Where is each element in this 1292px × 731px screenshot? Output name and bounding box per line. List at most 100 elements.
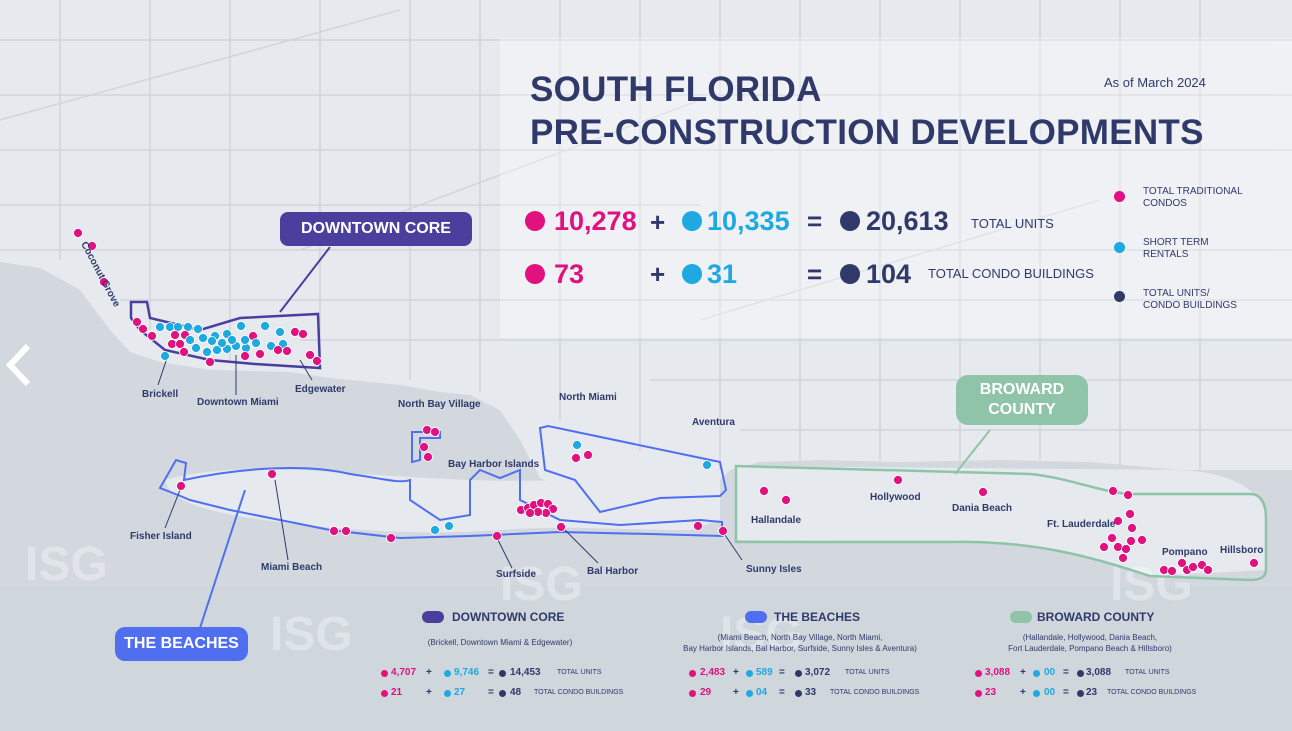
condo-marker <box>267 469 277 479</box>
condo-marker <box>1123 490 1133 500</box>
condo-marker <box>341 526 351 536</box>
condo-marker <box>492 531 502 541</box>
condo-dot-icon <box>689 690 696 697</box>
condo-marker <box>1099 542 1109 552</box>
broward-buildings-total: 23 <box>1086 687 1098 698</box>
place-pompano: Pompano <box>1162 547 1208 558</box>
condo-marker <box>583 450 593 460</box>
rental-marker <box>572 440 582 450</box>
condo-marker <box>1127 523 1137 533</box>
svg-text:ISG: ISG <box>500 558 583 611</box>
total-units-rentals: 10,335 <box>707 206 790 236</box>
beaches-units-label: TOTAL UNITS <box>845 669 890 676</box>
svg-text:ISG: ISG <box>25 538 108 591</box>
condo-marker <box>430 427 440 437</box>
rental-marker <box>430 525 440 535</box>
condo-marker <box>1107 533 1117 543</box>
rental-dot-icon <box>746 670 753 677</box>
downtown-summary-subtitle: (Brickell, Downtown Miami & Edgewater) <box>427 638 573 647</box>
rental-dot-icon <box>444 670 451 677</box>
rental-marker <box>155 322 165 332</box>
condo-marker <box>533 507 543 517</box>
downtown-units-condos: 4,707 <box>391 667 417 678</box>
condo-marker <box>205 357 215 367</box>
rental-dot-icon <box>746 690 753 697</box>
total-dot-icon <box>1077 690 1084 697</box>
broward-county-badge: BROWARD COUNTY <box>956 375 1088 425</box>
equals-sign: = <box>807 206 823 236</box>
beaches-subtitle-line2: Bay Harbor Islands, Bal Harbor, Surfside… <box>683 644 917 653</box>
condo-marker <box>1188 562 1198 572</box>
place-hallandale: Hallandale <box>751 515 802 526</box>
condo-marker <box>978 487 988 497</box>
condo-marker <box>147 331 157 341</box>
beaches-summary-subtitle: (Miami Beach, North Bay Village, North M… <box>660 632 940 654</box>
plus-sign: + <box>1020 667 1026 678</box>
legend-total-icon <box>1114 291 1125 302</box>
rental-marker <box>185 335 195 345</box>
total-buildings-condos: 73 <box>554 259 585 289</box>
broward-badge-line2: COUNTY <box>988 401 1056 418</box>
place-hillsboro: Hillsboro <box>1220 545 1264 556</box>
condo-dot-icon <box>689 670 696 677</box>
condo-marker <box>1203 565 1213 575</box>
beaches-buildings-rentals: 04 <box>756 687 768 698</box>
beaches-units-condos: 2,483 <box>700 667 726 678</box>
total-buildings-label: TOTAL CONDO BUILDINGS <box>928 266 1094 281</box>
condo-marker <box>556 522 566 532</box>
condo-marker <box>99 277 109 287</box>
broward-units-condos: 3,088 <box>985 667 1011 678</box>
condo-dot-icon <box>381 670 388 677</box>
plus-sign: + <box>650 259 666 289</box>
place-hollywood: Hollywood <box>870 492 921 503</box>
downtown-units-rentals: 9,746 <box>454 667 480 678</box>
downtown-buildings-total: 48 <box>510 687 522 698</box>
rental-dot-icon <box>682 264 702 284</box>
rental-marker <box>217 338 227 348</box>
beaches-summary-title: THE BEACHES <box>774 610 861 624</box>
equals-sign: = <box>779 667 785 678</box>
broward-buildings-label: TOTAL CONDO BUILDINGS <box>1107 689 1197 696</box>
condo-marker <box>290 327 300 337</box>
condo-marker <box>1177 558 1187 568</box>
beaches-buildings-total: 33 <box>805 687 817 698</box>
plus-sign: + <box>733 687 739 698</box>
broward-subtitle-line1: (Hallandale, Hollywood, Dania Beach, <box>1022 633 1158 642</box>
rental-marker <box>240 335 250 345</box>
rental-marker <box>227 335 237 345</box>
condo-marker <box>298 329 308 339</box>
beaches-units-total: 3,072 <box>805 667 831 678</box>
condo-marker <box>718 526 728 536</box>
total-units-label: TOTAL UNITS <box>971 216 1054 231</box>
equals-sign: = <box>807 259 823 289</box>
equals-sign: = <box>1063 687 1069 698</box>
condo-marker <box>525 508 535 518</box>
place-sunny-isles: Sunny Isles <box>746 564 802 575</box>
condo-marker <box>693 521 703 531</box>
rental-dot-icon <box>1033 670 1040 677</box>
legend-condo-icon <box>1114 191 1125 202</box>
downtown-units-total: 14,453 <box>510 667 541 678</box>
rental-marker <box>193 324 203 334</box>
condo-marker <box>73 228 83 238</box>
condo-dot-icon <box>525 211 545 231</box>
rental-marker <box>702 460 712 470</box>
condo-marker <box>1126 536 1136 546</box>
equals-sign: = <box>488 667 494 678</box>
condo-marker <box>240 351 250 361</box>
beaches-subtitle-line1: (Miami Beach, North Bay Village, North M… <box>717 633 883 642</box>
downtown-summary-title: DOWNTOWN CORE <box>452 610 565 624</box>
condo-marker <box>329 526 339 536</box>
condo-dot-icon <box>525 264 545 284</box>
previous-slide-button[interactable] <box>2 342 34 393</box>
condo-marker <box>759 486 769 496</box>
condo-marker <box>419 442 429 452</box>
broward-units-rentals: 00 <box>1044 667 1056 678</box>
total-dot-icon <box>840 264 860 284</box>
total-dot-icon <box>499 690 506 697</box>
rental-marker <box>260 321 270 331</box>
condo-marker <box>893 475 903 485</box>
downtown-swatch <box>422 611 444 623</box>
place-fisher-island: Fisher Island <box>130 531 192 542</box>
svg-text:ISG: ISG <box>270 608 353 661</box>
